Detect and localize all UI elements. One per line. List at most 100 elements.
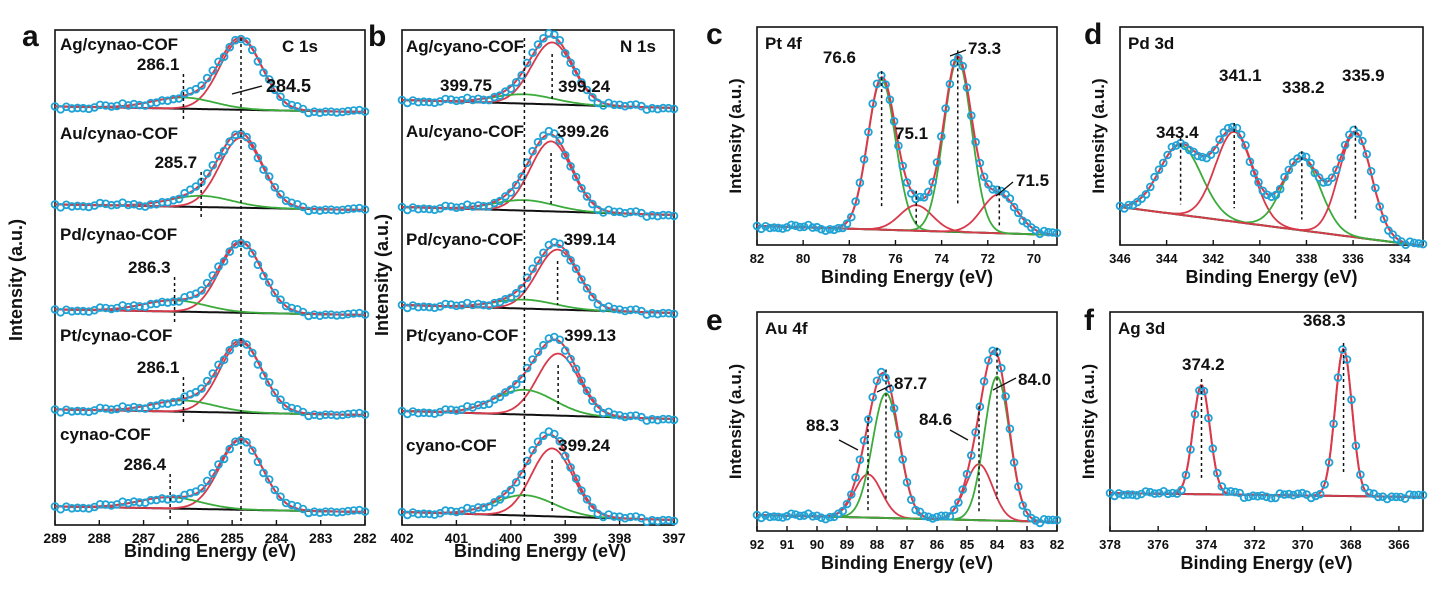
panel-b-data-point xyxy=(468,95,478,105)
panel-a-data-point xyxy=(298,202,308,212)
panel-b-data-point xyxy=(408,96,418,105)
panel-a-data-point xyxy=(309,410,319,420)
panel-b-data-point xyxy=(620,412,630,422)
panel-a-data-point xyxy=(202,476,212,486)
panel-c-data-point xyxy=(761,222,770,231)
panel-d-x-tick-label: 344 xyxy=(1156,251,1178,266)
panel-f-data-point xyxy=(1163,489,1173,499)
panel-b-data-point xyxy=(544,29,554,38)
panel-a-data-point xyxy=(332,108,342,117)
panel-e-x-tick-label: 85 xyxy=(960,537,974,552)
panel-b-data-point xyxy=(522,158,532,168)
panel-e-x-tick-label: 82 xyxy=(1050,537,1064,552)
panel-c-peak-label: 75.1 xyxy=(895,124,928,143)
panel-a-data-point xyxy=(360,107,370,116)
panel-f-data-point xyxy=(1226,486,1235,496)
panel-f-x-tick-label: 370 xyxy=(1292,537,1314,552)
panel-a-data-point xyxy=(315,311,325,321)
panel-d-data-point xyxy=(1254,178,1263,187)
panel-a-data-point xyxy=(298,104,308,114)
panel-e-data-point xyxy=(821,514,830,524)
panel-b-data-point xyxy=(441,299,450,309)
panel-b-data-point xyxy=(582,283,592,293)
panel-c-data-point xyxy=(992,185,1002,195)
panel-a-data-point xyxy=(231,130,240,140)
panel-e-data-point xyxy=(954,498,963,507)
panel-e-peak-label: 87.7 xyxy=(894,374,927,393)
panel-b-data-point xyxy=(452,96,461,106)
panel-d-data-point xyxy=(1210,145,1220,155)
panel-f-data-point xyxy=(1177,485,1186,495)
panel-a-data-point xyxy=(202,376,212,386)
panel-b-data-point xyxy=(473,299,483,309)
panel-b-y-axis-label: Intensity (a.u.) xyxy=(372,214,392,336)
panel-c-data-point xyxy=(821,226,830,236)
panel-d-data-point xyxy=(1418,239,1428,249)
panel-e-y-axis-label: Intensity (a.u.) xyxy=(726,364,745,479)
panel-a-data-point xyxy=(248,446,257,455)
panel-a-data-point xyxy=(95,198,105,208)
panel-b-data-point xyxy=(473,503,483,512)
panel-e-data-point xyxy=(1039,514,1049,524)
panel-d-x-tick-label: 334 xyxy=(1389,251,1411,266)
panel-b-data-point xyxy=(571,172,581,182)
panel-b-data-point xyxy=(408,203,418,212)
panel-a-data-point xyxy=(309,507,319,517)
panel-a-data-point xyxy=(338,205,347,215)
panel-b-data-point xyxy=(664,210,673,220)
panel-d-data-point xyxy=(1314,173,1324,182)
panel-c-label-pointer xyxy=(949,49,967,57)
panel-b-data-point xyxy=(528,48,537,57)
panel-f-data-point xyxy=(1204,413,1213,423)
panel-f-data-point xyxy=(1382,494,1392,504)
panel-b-spectrum: Pt/cyano-COF 399.13 xyxy=(397,326,679,425)
panel-b-data-point xyxy=(642,310,652,319)
panel-e-data-point xyxy=(812,511,822,521)
panel-c-data-point xyxy=(825,225,835,234)
panel-b-data-point xyxy=(506,485,516,495)
panel-a-peak-label: 286.1 xyxy=(137,55,180,74)
panel-a-x-tick-label: 285 xyxy=(220,530,244,546)
panel-f-data-point xyxy=(1351,441,1361,451)
panel-b-data-point xyxy=(549,129,559,138)
panel-e-data-point xyxy=(928,514,937,523)
panel-e-x-tick-label: 92 xyxy=(750,537,764,552)
panel-c-data-point xyxy=(846,212,856,222)
panel-b-data-point xyxy=(441,201,450,211)
panel-d-data-point xyxy=(1154,165,1164,175)
panel-d-data-point xyxy=(1163,150,1172,160)
panel-a-plot-frame xyxy=(54,29,366,526)
panel-f-x-axis-label: Binding Energy (eV) xyxy=(1180,553,1352,573)
panel-a-data-point xyxy=(242,340,251,349)
panel-b-data-point xyxy=(658,210,668,220)
panel-b-spectrum-label: cyano-COF xyxy=(406,436,497,455)
panel-b-minor-peak-label: 399.75 xyxy=(440,76,492,95)
panel-d-data-point xyxy=(1146,182,1155,192)
panel-a-data-point xyxy=(248,45,257,55)
panel-b-data-point xyxy=(446,300,456,309)
panel-b-data-point xyxy=(582,192,592,201)
panel-f-data-point xyxy=(1199,386,1209,396)
panel-f-data-point xyxy=(1217,482,1227,491)
panel-e-data-point xyxy=(958,485,967,494)
panel-d-fit-component xyxy=(1119,130,1424,247)
panel-f-data-point xyxy=(1289,490,1298,500)
panel-e-data-point xyxy=(1018,501,1027,510)
panel-a-x-tick-label: 288 xyxy=(88,530,112,546)
panel-e-data-point xyxy=(765,512,775,522)
panel-f-data-point xyxy=(1266,493,1276,503)
panel-b-data-point xyxy=(528,146,537,156)
panel-b-data-point xyxy=(588,503,597,512)
panel-d-x-tick-label: 340 xyxy=(1249,251,1271,266)
panel-b-data-point xyxy=(549,429,559,439)
panel-e-data-point xyxy=(851,473,860,482)
panel-f-data-point xyxy=(1414,490,1423,500)
panel-a-data-point xyxy=(107,405,116,414)
panel-e-data-point xyxy=(945,511,955,521)
panel-d-data-point xyxy=(1167,142,1177,152)
panel-f-data-point xyxy=(1418,490,1428,500)
panel-a-data-point xyxy=(321,507,330,517)
panel-b-data-point xyxy=(588,93,597,102)
panel-a-x-axis-label: Binding Energy (eV) xyxy=(124,541,296,561)
panel-b-data-point xyxy=(452,203,461,213)
